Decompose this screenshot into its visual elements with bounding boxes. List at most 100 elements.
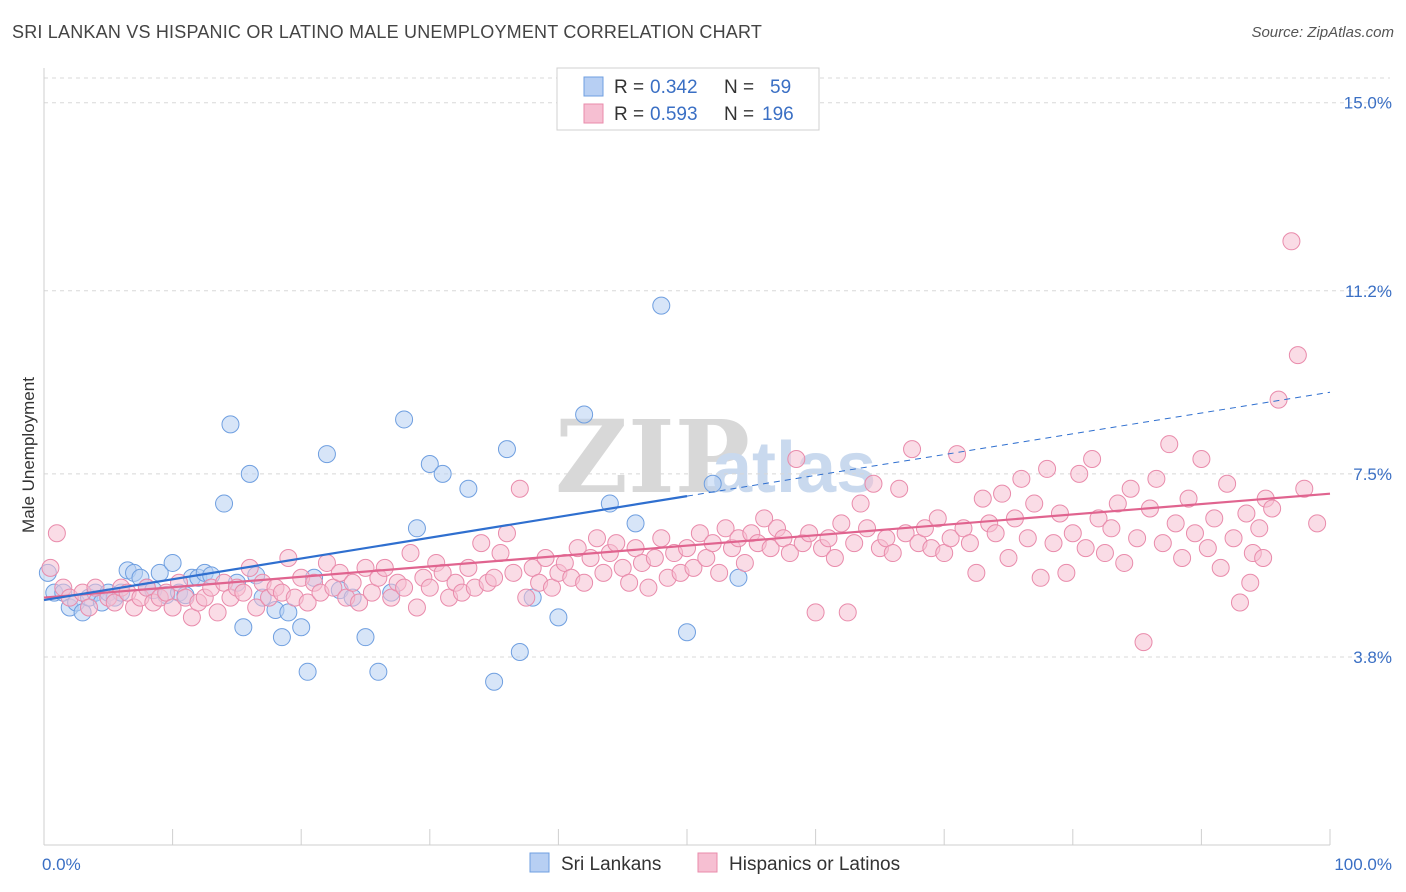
hispanic-point-137 — [935, 544, 954, 563]
hispanic-trend-line — [43, 492, 1331, 599]
hispanic-point-68 — [491, 544, 510, 563]
hispanic-point-55 — [407, 598, 426, 617]
hispanic-point-153 — [1038, 459, 1057, 478]
hispanic-point-113 — [780, 544, 799, 563]
hispanic-point-5 — [80, 598, 99, 617]
hispanic-point-129 — [883, 544, 902, 563]
hispanic-point-103 — [716, 519, 735, 538]
hispanic-point-8 — [105, 593, 124, 612]
sri-lankan-point-27 — [221, 415, 240, 434]
y-tick-label-1: 7.5% — [1353, 465, 1392, 484]
hispanic-point-186 — [1250, 519, 1269, 538]
sri-lankan-point-49 — [459, 479, 478, 498]
hispanic-point-70 — [504, 563, 523, 582]
hispanic-point-177 — [1192, 450, 1211, 469]
hispanic-point-130 — [890, 479, 909, 498]
sri-lankan-point-55 — [575, 405, 594, 424]
watermark: ZIP atlas — [555, 398, 876, 516]
hispanic-point-176 — [1185, 524, 1204, 543]
hispanic-point-167 — [1128, 529, 1147, 548]
hispanic-point-122 — [838, 603, 857, 622]
hispanic-point-28 — [234, 583, 253, 602]
sri-lankan-point-42 — [356, 628, 375, 647]
hispanic-point-195 — [1241, 573, 1260, 592]
hispanic-point-163 — [1102, 519, 1121, 538]
sri-lankan-point-57 — [626, 514, 645, 533]
hispanic-point-156 — [1057, 563, 1076, 582]
hispanic-point-150 — [1018, 529, 1037, 548]
hispanic-point-97 — [678, 539, 696, 558]
hispanic-point-67 — [485, 568, 504, 587]
hispanic-point-170 — [1147, 469, 1166, 488]
hispanic-point-165 — [1115, 553, 1134, 572]
hispanic-point-53 — [395, 578, 414, 597]
watermark-atlas: atlas — [712, 428, 876, 508]
y-tick-label-2: 11.2% — [1345, 282, 1392, 301]
hispanic-point-180 — [1211, 558, 1230, 577]
hispanic-point-48 — [362, 583, 381, 602]
hispanic-point-174 — [1173, 548, 1192, 567]
legend-n-value-blue: 59 — [770, 77, 791, 98]
chart-title: SRI LANKAN VS HISPANIC OR LATINO MALE UN… — [12, 22, 763, 42]
trend-lines — [43, 391, 1331, 602]
hispanic-point-46 — [350, 593, 369, 612]
hispanic-point-72 — [517, 588, 536, 607]
hispanic-point-80 — [568, 539, 587, 558]
hispanic-point-116 — [800, 524, 819, 543]
chart-source: Source: ZipAtlas.com — [1251, 24, 1394, 41]
hispanic-point-190 — [1288, 346, 1307, 365]
hispanic-point-175 — [1179, 489, 1198, 508]
hispanic-point-51 — [382, 588, 401, 607]
sri-lankan-point-30 — [240, 464, 259, 483]
hispanic-point-100 — [697, 548, 716, 567]
hispanic-point-114 — [787, 450, 806, 469]
hispanic-point-194 — [1254, 548, 1273, 567]
hispanic-point-57 — [420, 578, 439, 597]
y-tick-label-0: 3.8% — [1353, 648, 1392, 667]
hispanic-point-183 — [1230, 593, 1249, 612]
hispanic-point-102 — [710, 563, 729, 582]
hispanic-point-143 — [973, 489, 992, 508]
hispanic-point-121 — [832, 514, 851, 533]
hispanic-point-86 — [607, 534, 626, 553]
hispanic-point-184 — [1237, 504, 1256, 523]
hispanic-point-65 — [472, 534, 491, 553]
sri-lankan-point-29 — [234, 618, 253, 637]
hispanic-point-109 — [755, 509, 774, 528]
sri-lankan-point-51 — [497, 440, 516, 459]
hispanic-point-136 — [928, 509, 947, 528]
hispanic-point-146 — [993, 484, 1012, 503]
hispanic-point-83 — [587, 529, 606, 548]
sri-lankan-point-46 — [407, 519, 426, 538]
hispanic-point-30 — [247, 598, 266, 617]
bottom-legend-label-pink: Hispanics or Latinos — [729, 854, 900, 875]
legend: R = 0.342 N = 59 R = 0.593 N = 196 — [556, 67, 820, 131]
hispanic-point-123 — [845, 534, 864, 553]
hispanic-point-125 — [858, 519, 877, 538]
legend-r-value-blue: 0.342 — [650, 77, 698, 98]
hispanic-point-160 — [1083, 450, 1102, 469]
hispanic-point-45 — [343, 573, 362, 592]
hispanic-point-159 — [1076, 539, 1095, 558]
sri-lankan-point-60 — [703, 474, 722, 493]
sri-lankan-point-54 — [549, 608, 568, 627]
sri-lankan-point-52 — [510, 643, 529, 662]
hispanic-point-38 — [298, 593, 317, 612]
legend-swatch-pink — [583, 103, 604, 124]
sri-lankan-point-43 — [369, 662, 388, 681]
hispanic-point-92 — [645, 548, 664, 567]
hispanic-point-155 — [1050, 504, 1069, 523]
sri-lankan-point-48 — [433, 464, 452, 483]
hispanic-point-164 — [1108, 494, 1127, 513]
hispanic-point-106 — [735, 553, 754, 572]
hispanic-point-76 — [542, 578, 561, 597]
hispanic-point-161 — [1089, 509, 1108, 528]
legend-swatch-blue — [583, 76, 604, 97]
hispanic-point-54 — [401, 544, 420, 563]
sri-lankan-trend-extension — [686, 391, 1331, 497]
hispanic-point-182 — [1224, 529, 1243, 548]
hispanic-point-192 — [1308, 514, 1327, 533]
hispanic-point-166 — [1121, 479, 1140, 498]
sri-lankan-point-50 — [485, 672, 504, 691]
